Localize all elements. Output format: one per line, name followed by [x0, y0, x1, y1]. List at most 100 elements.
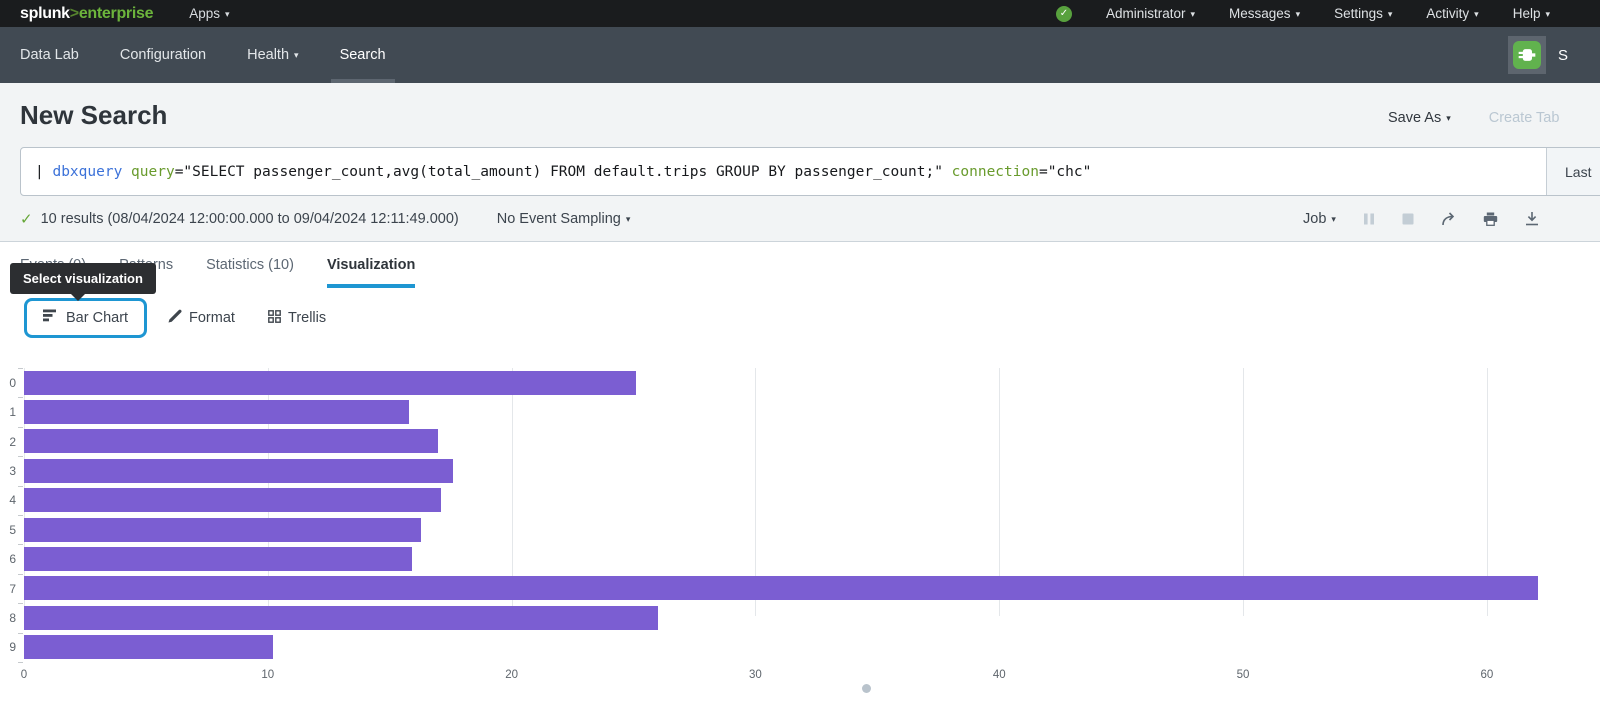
pause-icon[interactable] — [1363, 213, 1375, 225]
tab-visualization[interactable]: Visualization — [326, 242, 416, 288]
save-as-label: Save As — [1388, 110, 1442, 126]
menu-activity[interactable]: Activity — [1426, 6, 1478, 21]
app-identity: S — [1508, 36, 1568, 74]
trellis-button[interactable]: Trellis — [268, 298, 326, 338]
chevron-down-icon — [1540, 6, 1550, 21]
results-row: ✓ 10 results (08/04/2024 12:00:00.000 to… — [0, 196, 1600, 242]
query-token: | — [35, 163, 53, 180]
nav-health-label: Health — [247, 47, 290, 63]
y-axis-tick-label: 0 — [9, 375, 16, 390]
chart-row — [24, 456, 1560, 485]
chart-row — [24, 515, 1560, 544]
y-axis-tick-label: 6 — [9, 552, 16, 567]
y-axis-tick-label: 9 — [9, 640, 16, 655]
chart-row — [24, 574, 1560, 603]
y-axis-tick — [18, 515, 23, 516]
results-summary: 10 results (08/04/2024 12:00:00.000 to 0… — [40, 210, 459, 227]
chevron-down-icon — [621, 211, 631, 227]
bar-category-4[interactable] — [24, 488, 441, 513]
query-keyword-token: query — [131, 163, 175, 180]
y-axis-tick-label: 2 — [9, 434, 16, 449]
nav-item-search[interactable]: Search — [330, 27, 395, 83]
top-bar: splunk>enterprise Apps ✓ Administrator M… — [0, 0, 1600, 27]
bar-category-9[interactable] — [24, 635, 273, 660]
success-check-icon: ✓ — [20, 210, 33, 228]
create-tab-label: Create Tab — [1488, 110, 1560, 126]
share-icon[interactable] — [1441, 212, 1456, 226]
format-label: Format — [189, 310, 235, 326]
menu-settings[interactable]: Settings — [1334, 6, 1392, 21]
db-connect-app-icon[interactable] — [1508, 36, 1546, 74]
y-axis-tick — [18, 573, 23, 575]
menu-help[interactable]: Help — [1513, 6, 1550, 21]
splunk-logo[interactable]: splunk>enterprise — [20, 5, 153, 23]
x-axis-tick-label: 40 — [992, 669, 1006, 681]
time-range-picker[interactable]: Last — [1546, 148, 1600, 195]
event-sampling-label: No Event Sampling — [496, 210, 621, 227]
search-input[interactable]: | dbxquery query ="SELECT passenger_count… — [21, 148, 1546, 195]
y-axis-tick — [18, 426, 23, 428]
menu-messages[interactable]: Messages — [1229, 6, 1300, 21]
nav-item-health[interactable]: Health — [247, 27, 298, 83]
gridline — [755, 368, 757, 616]
chart-row — [24, 368, 1560, 397]
chevron-down-icon — [1469, 6, 1479, 21]
job-menu[interactable]: Job — [1303, 211, 1336, 227]
page-title: New Search — [20, 100, 168, 130]
create-tab-button[interactable]: Create Tab — [1489, 110, 1560, 126]
logo-product-text: enterprise — [78, 4, 154, 22]
topbar-right-menus: ✓ Administrator Messages Settings Activi… — [1055, 5, 1550, 22]
scroll-indicator-dot[interactable] — [862, 684, 871, 693]
y-axis-tick-label: 3 — [9, 463, 16, 478]
chart-row — [24, 544, 1560, 573]
chart-row — [24, 633, 1560, 662]
chart-type-picker-button[interactable]: Bar Chart — [24, 298, 148, 338]
y-axis-tick-label: 1 — [9, 405, 16, 420]
chevron-down-icon — [1441, 110, 1451, 126]
menu-settings-label: Settings — [1334, 6, 1383, 21]
visualization-controls: Bar Chart Format Trellis — [0, 288, 1600, 346]
print-icon[interactable] — [1483, 212, 1498, 226]
bar-category-8[interactable] — [24, 605, 658, 630]
bar-category-3[interactable] — [24, 458, 454, 483]
format-button[interactable]: Format — [168, 298, 235, 338]
y-axis-tick-label: 4 — [9, 493, 16, 508]
trellis-label: Trellis — [288, 310, 327, 326]
menu-help-label: Help — [1512, 6, 1541, 21]
bar-category-2[interactable] — [24, 429, 439, 454]
app-nav-bar: Data Lab Configuration Health Search S — [0, 27, 1600, 83]
y-axis-tick — [18, 603, 23, 605]
job-menu-label: Job — [1303, 211, 1327, 227]
bar-category-7[interactable] — [24, 576, 1539, 601]
chart-bars — [24, 368, 1560, 662]
nav-item-data-lab[interactable]: Data Lab — [20, 27, 79, 83]
event-sampling-menu[interactable]: No Event Sampling — [497, 211, 631, 227]
menu-administrator[interactable]: Administrator — [1106, 6, 1195, 21]
bar-category-6[interactable] — [24, 547, 412, 572]
stop-icon[interactable] — [1402, 213, 1414, 225]
nav-item-configuration[interactable]: Configuration — [120, 27, 206, 83]
bar-chart: 0 1 2 3 4 5 6 7 8 9 0 10 20 30 40 50 60 — [0, 368, 1600, 708]
export-download-icon[interactable] — [1525, 212, 1539, 226]
bar-category-1[interactable] — [24, 400, 410, 425]
x-axis-tick-label: 20 — [505, 669, 519, 681]
bar-category-5[interactable] — [24, 517, 422, 542]
chevron-down-icon — [1383, 6, 1393, 21]
save-as-button[interactable]: Save As — [1388, 110, 1451, 126]
y-axis-tick — [18, 456, 23, 458]
bar-category-0[interactable] — [24, 370, 636, 395]
y-axis-tick — [18, 662, 23, 663]
chevron-down-icon — [1326, 211, 1336, 227]
pencil-icon — [168, 309, 182, 327]
results-tabs: Events (0) Patterns Statistics (10) Visu… — [0, 242, 1600, 288]
menu-activity-label: Activity — [1426, 6, 1470, 21]
chart-plot: 0 10 20 30 40 50 60 — [21, 368, 1560, 681]
menu-messages-label: Messages — [1229, 6, 1291, 21]
query-token: ="SELECT passenger_count,avg(total_amoun… — [174, 163, 943, 180]
apps-menu[interactable]: Apps — [189, 6, 229, 21]
gridline — [1243, 368, 1245, 616]
x-axis-tick-label: 60 — [1480, 669, 1494, 681]
tab-statistics[interactable]: Statistics (10) — [206, 242, 294, 288]
query-keyword-token: connection — [951, 163, 1039, 180]
health-status-icon[interactable]: ✓ — [1055, 5, 1072, 22]
